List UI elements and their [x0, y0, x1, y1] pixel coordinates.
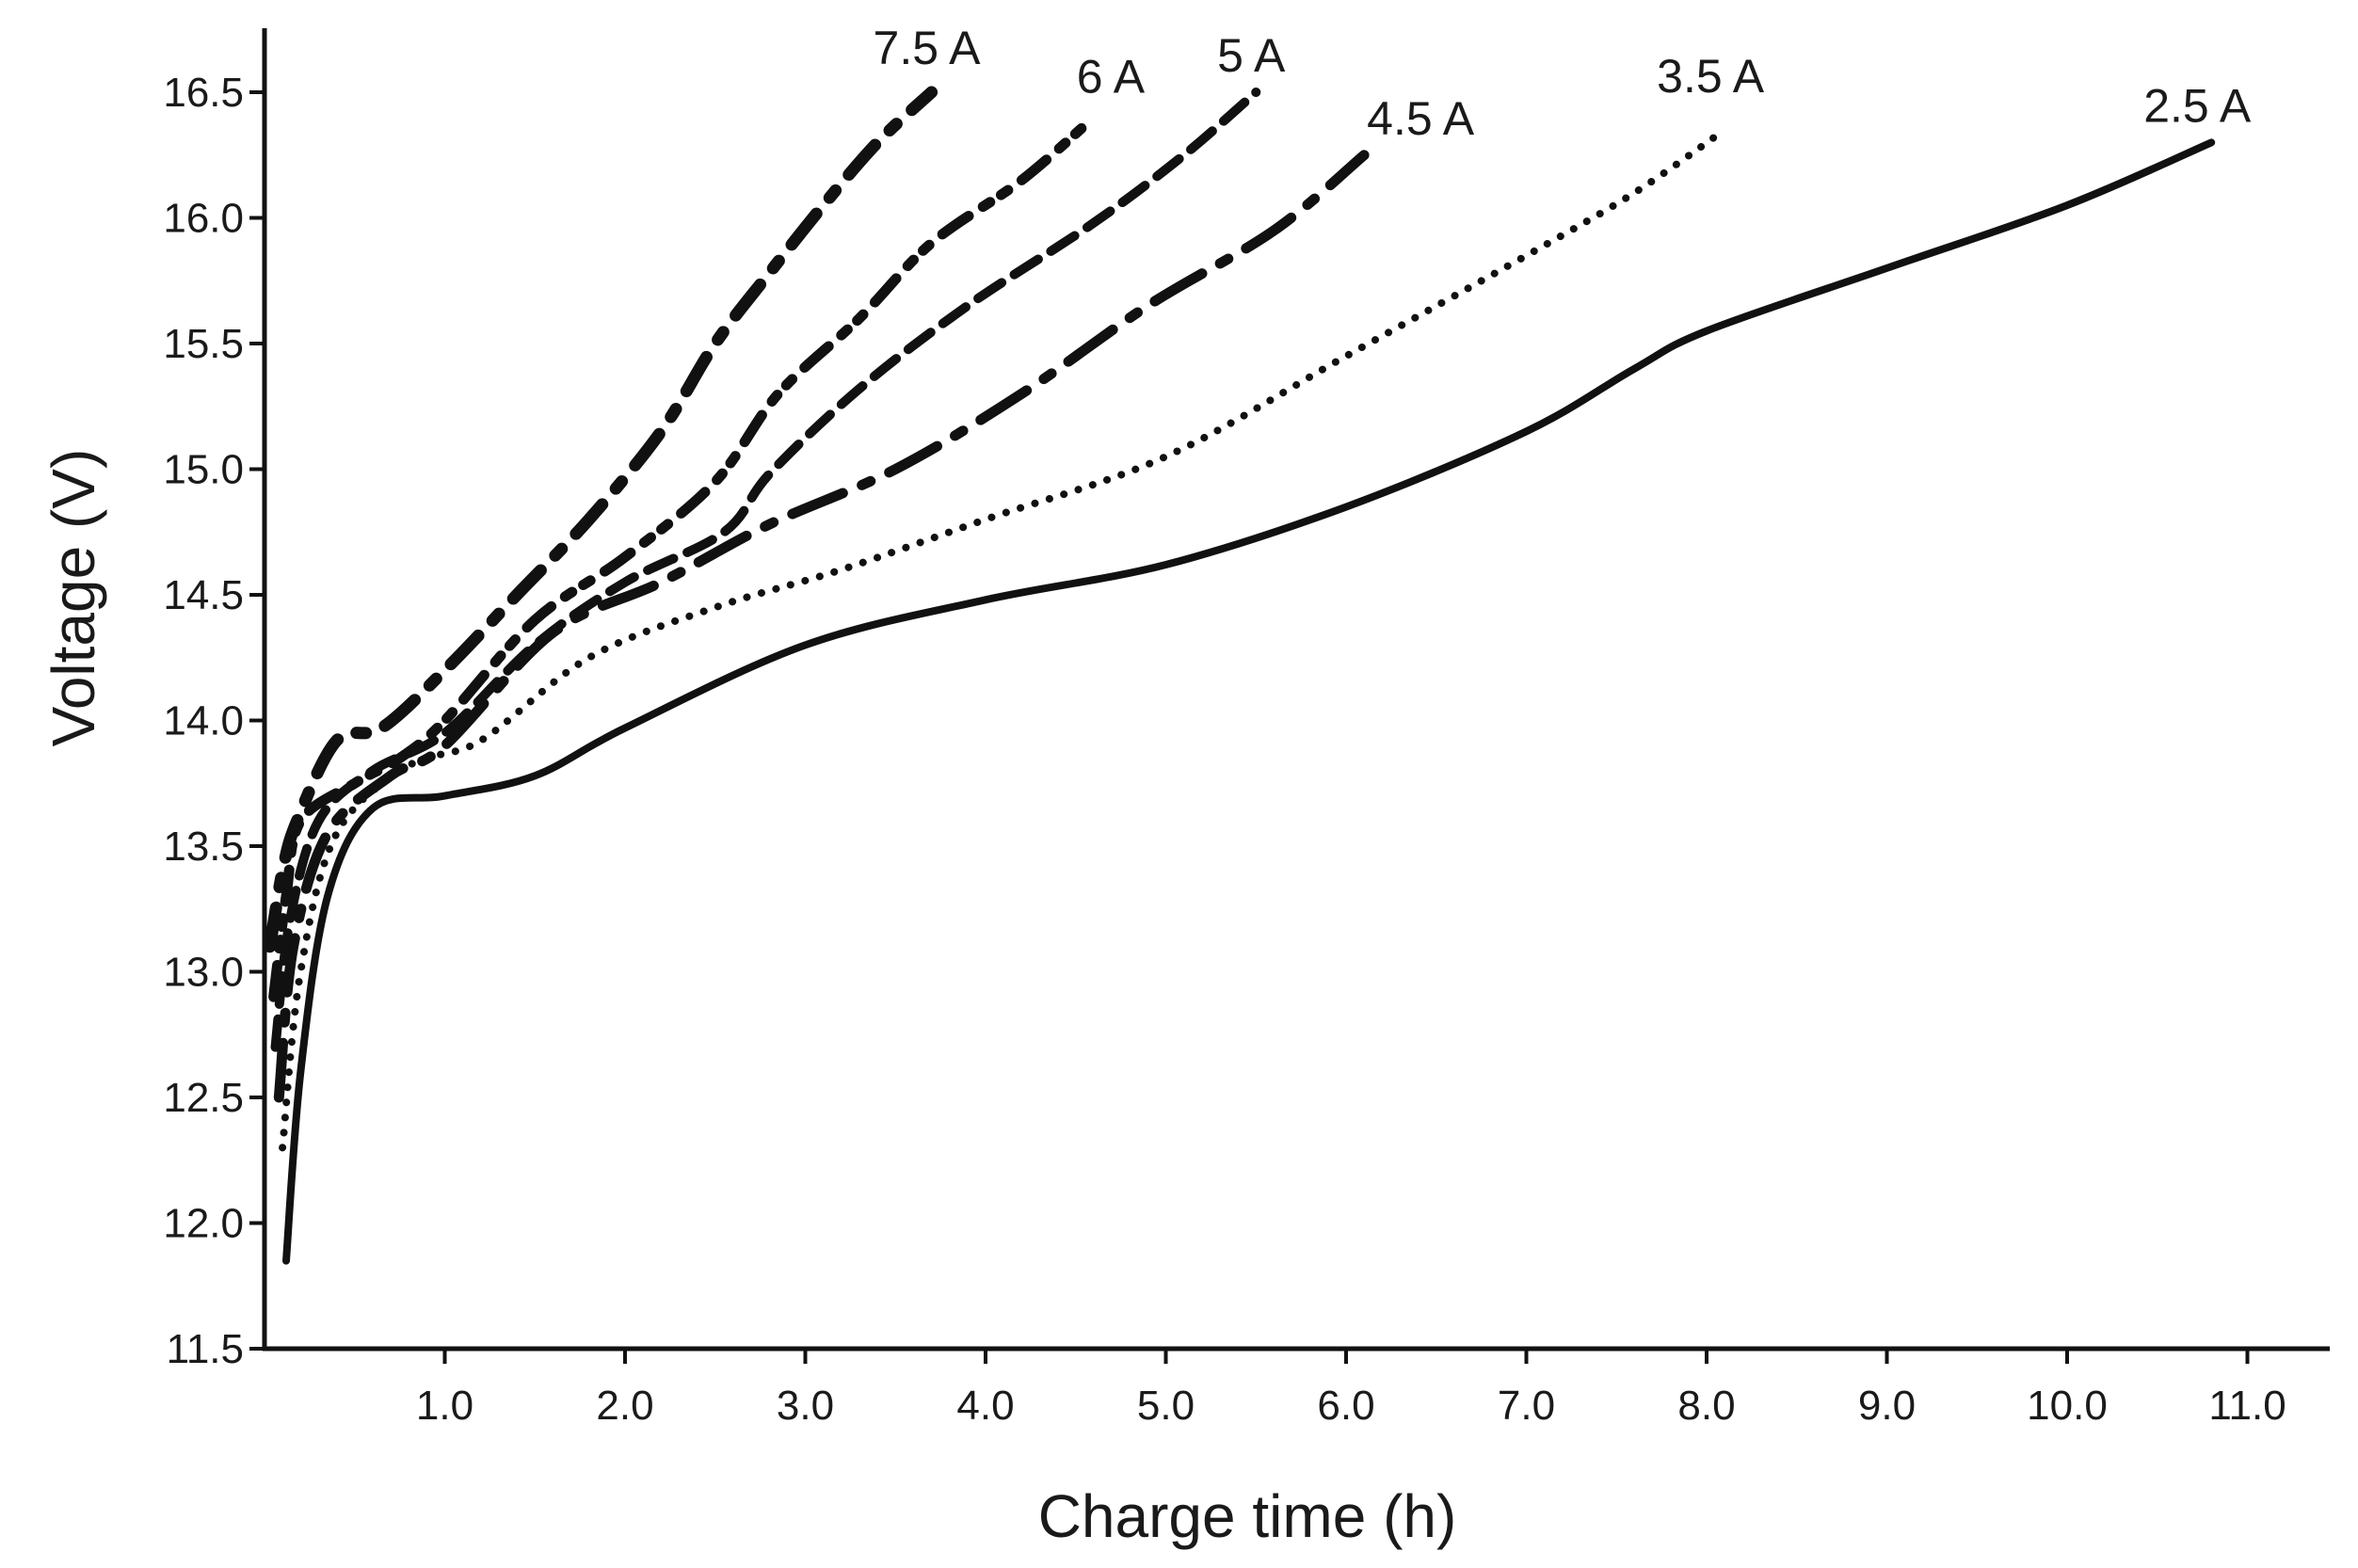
y-tick-label: 14.0: [163, 698, 244, 744]
series-label-7-5a: 7.5 A: [874, 22, 982, 74]
x-tick-label: 1.0: [416, 1383, 473, 1429]
series-label-3-5a: 3.5 A: [1657, 50, 1765, 103]
x-tick-label: 5.0: [1137, 1383, 1195, 1429]
y-ticks: 11.5 12.0 12.5 13.0 13.5 14.0 14.5 15.0 15.5 16.0…: [163, 70, 265, 1372]
series-labels: 7.5 A 6 A 5 A 4.5 A 3.5 A 2.5 A: [874, 22, 2252, 145]
x-tick-label: 6.0: [1317, 1383, 1374, 1429]
series-label-6a: 6 A: [1077, 51, 1146, 104]
x-tick-label: 2.0: [596, 1383, 653, 1429]
y-tick-label: 16.0: [163, 196, 244, 242]
series-line-2-5a: [282, 138, 2216, 1265]
x-tick-label: 11.0: [2208, 1383, 2286, 1429]
series-line-3-5a: [279, 126, 1729, 1152]
x-tick-label: 10.0: [2027, 1383, 2108, 1429]
series-line-7-5a: [264, 86, 938, 953]
y-tick-label: 14.5: [163, 572, 244, 618]
x-tick-label: 4.0: [956, 1383, 1014, 1429]
y-tick-label: 16.5: [163, 70, 244, 116]
x-ticks: 1.0 2.0 3.0 4.0 5.0 6.0 7.0 8.0 9.0 10.0 11.0: [416, 1349, 2286, 1429]
y-tick-label: 13.0: [163, 950, 244, 996]
y-tick-label: 15.5: [163, 321, 244, 367]
y-tick-label: 11.5: [167, 1326, 244, 1372]
y-tick-label: 12.5: [163, 1075, 244, 1121]
series-line-5a: [270, 88, 1261, 1052]
x-tick-label: 9.0: [1858, 1383, 1916, 1429]
y-tick-label: 12.0: [163, 1201, 244, 1247]
y-tick-label: 13.5: [163, 824, 244, 870]
y-tick-label: 15.0: [163, 447, 244, 493]
series-line-4-5a: [273, 150, 1370, 1103]
axes: [262, 28, 2330, 1352]
x-tick-label: 7.0: [1498, 1383, 1555, 1429]
series-line-6a: [268, 112, 1099, 1002]
series-label-5a: 5 A: [1217, 29, 1286, 82]
series-lines: [264, 86, 2216, 1265]
series-label-2-5a: 2.5 A: [2143, 79, 2252, 132]
series-label-4-5a: 4.5 A: [1367, 92, 1475, 145]
x-axis-title: Charge time (h): [1038, 1482, 1457, 1550]
x-tick-label: 8.0: [1677, 1383, 1735, 1429]
x-tick-label: 3.0: [777, 1383, 834, 1429]
y-axis-title: Voltage (V): [40, 449, 107, 747]
